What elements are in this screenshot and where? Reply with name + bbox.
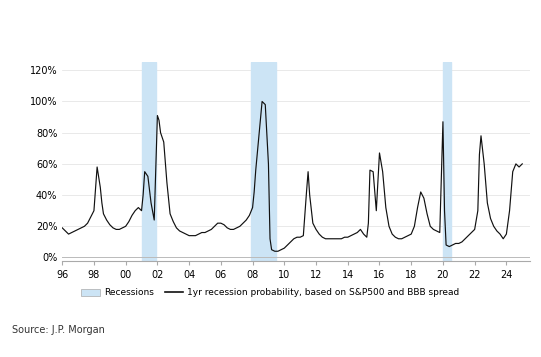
Legend: Recessions, 1yr recession probability, based on S&P500 and BBB spread: Recessions, 1yr recession probability, b…: [78, 285, 463, 301]
Bar: [443, 62, 451, 261]
Text: Recession Probability Indicator: Recession Probability Indicator: [12, 20, 294, 35]
Bar: [142, 62, 156, 261]
Bar: [251, 62, 276, 261]
Text: Source: J.P. Morgan: Source: J.P. Morgan: [12, 325, 105, 335]
